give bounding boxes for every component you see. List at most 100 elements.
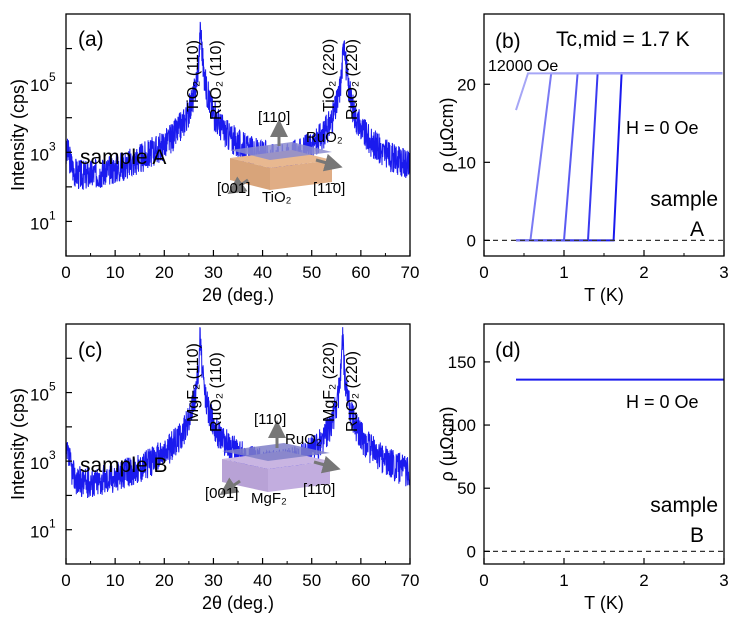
panel-c-peak-label-2: RuO₂ (110) — [208, 352, 225, 432]
x-tick-label: 1 — [559, 263, 568, 282]
x-tick-label: 0 — [61, 263, 70, 282]
y-tick-exponent: 5 — [49, 380, 56, 394]
x-tick-label: 10 — [106, 263, 125, 282]
x-tick-label: 3 — [719, 571, 728, 590]
panel-d: 0 1 2 3 0 50 100 150 (d) H = 0 Oe sample B T (K… — [437, 323, 729, 613]
x-tick-label: 50 — [302, 571, 321, 590]
panel-b-sample-line2: A — [690, 218, 704, 241]
x-tick-label: 3 — [719, 263, 728, 282]
y-tick-exponent: 3 — [49, 448, 56, 462]
x-tick-label: 10 — [106, 571, 125, 590]
x-tick-label: 40 — [253, 263, 272, 282]
x-tick-label: 0 — [479, 571, 488, 590]
panel-a-arrow-left — [227, 176, 249, 195]
y-tick-label: 10 — [30, 386, 49, 405]
panel-b-field-zero: H = 0 Oe — [626, 118, 699, 138]
x-tick-label: 0 — [61, 571, 70, 590]
panel-a-inset-right: [11̄0] — [313, 180, 345, 197]
x-tick-label: 70 — [401, 263, 420, 282]
y-tick-exponent: 1 — [49, 517, 56, 531]
panel-c-arrow-right — [313, 455, 341, 474]
panel-a-inset-film: RuO₂ — [306, 129, 343, 146]
panel-c-sample-text: sample B — [80, 454, 168, 477]
x-tick-label: 30 — [204, 571, 223, 590]
panel-a-peak-label-1: TiO₂ (110) — [185, 40, 202, 112]
y-tick-label: 20 — [457, 75, 476, 94]
y-tick-label: 100 — [448, 416, 476, 435]
panel-a-sample-text: sample A — [80, 146, 166, 169]
panel-a-label: (a) — [78, 28, 104, 51]
panel-b-ticks: 0 1 2 3 0 10 20 — [457, 75, 729, 282]
panel-a-substrate-side-right — [270, 160, 332, 190]
panel-d-sample-line2: B — [690, 524, 704, 547]
panel-a-inset-substrate: TiO₂ — [262, 189, 292, 206]
panel-d-label: (d) — [495, 339, 521, 362]
y-tick-label: 10 — [30, 214, 49, 233]
panel-b-xlabel: T (K) — [584, 285, 624, 305]
panel-b-ylabel: ρ (μΩcm) — [437, 97, 457, 172]
y-tick-label: 10 — [457, 153, 476, 172]
xrd-trace-line — [65, 21, 411, 190]
panel-b: 0 1 2 3 0 10 20 (b) Tc,mid = 1.7 K 12000 Oe H … — [437, 13, 729, 305]
y-tick-label: 10 — [30, 76, 49, 95]
x-tick-label: 20 — [155, 263, 174, 282]
panel-b-field-top: 12000 Oe — [488, 58, 558, 75]
panel-a-arrow-right — [315, 153, 343, 172]
x-tick-label: 30 — [204, 263, 223, 282]
y-tick-exponent: 3 — [49, 139, 56, 153]
y-tick-label: 0 — [467, 542, 476, 561]
panel-a-peak-label-4: RuO₂ (220) — [344, 39, 361, 120]
panel-c-label: (c) — [78, 339, 103, 362]
panel-a-inset-top: [110] — [258, 109, 290, 126]
x-tick-label: 40 — [253, 571, 272, 590]
panel-c-inset-left: [001] — [205, 485, 238, 502]
rho-curve — [516, 72, 723, 242]
rho-curve — [516, 72, 723, 242]
panel-b-title: Tc,mid = 1.7 K — [556, 28, 690, 51]
rho-curve — [516, 72, 723, 242]
x-tick-label: 2 — [639, 263, 648, 282]
panel-c-inset-right: [11̄0] — [303, 481, 335, 498]
panel-a-ylabel: Intensity (cps) — [8, 79, 28, 191]
y-tick-exponent: 5 — [49, 70, 56, 84]
panel-c-arrow-left — [219, 477, 241, 496]
panel-d-field-zero: H = 0 Oe — [626, 392, 699, 412]
panel-c-peak-label-4: RuO₂ (220) — [344, 351, 361, 432]
panel-c-inset-top: [110] — [254, 411, 286, 428]
rho-curve — [515, 72, 723, 111]
panel-d-ylabel: ρ (μΩcm) — [437, 406, 457, 481]
panel-c-xlabel: 2θ (deg.) — [202, 593, 274, 613]
panel-a-inset: [110] RuO₂ [001] TiO₂ [11̄0] — [217, 109, 345, 206]
y-tick-label: 50 — [457, 479, 476, 498]
panel-d-sample-line1: sample — [650, 494, 718, 517]
panel-b-label: (b) — [495, 30, 521, 53]
x-tick-label: 2 — [639, 571, 648, 590]
panel-a-trace — [65, 21, 411, 190]
y-tick-label: 150 — [448, 353, 476, 372]
panel-a-peak-label-2: RuO₂ (110) — [208, 40, 225, 120]
panel-c-peak-label-3: MgF₂ (220) — [321, 342, 338, 422]
x-tick-label: 1 — [559, 571, 568, 590]
panel-c-ylabel: Intensity (cps) — [8, 388, 28, 500]
x-tick-label: 0 — [479, 263, 488, 282]
panel-a-xlabel: 2θ (deg.) — [202, 285, 274, 305]
y-tick-label: 10 — [30, 523, 49, 542]
panel-b-curves — [515, 72, 723, 242]
y-tick-label: 10 — [30, 454, 49, 473]
x-tick-label: 20 — [155, 571, 174, 590]
panel-d-xlabel: T (K) — [584, 593, 624, 613]
panel-c-inset-substrate: MgF₂ — [251, 490, 287, 507]
panel-c-inset: [110] RuO₂ [001] MgF₂ [11̄0] — [205, 411, 341, 507]
panel-c-film — [222, 443, 330, 461]
x-tick-label: 50 — [302, 263, 321, 282]
panel-b-sample-line1: sample — [650, 188, 718, 211]
x-tick-label: 60 — [351, 263, 370, 282]
y-tick-label: 0 — [467, 231, 476, 250]
x-tick-label: 70 — [401, 571, 420, 590]
panel-c-peak-label-1: MgF₂ (110) — [185, 343, 202, 422]
panel-a-film — [230, 142, 332, 160]
